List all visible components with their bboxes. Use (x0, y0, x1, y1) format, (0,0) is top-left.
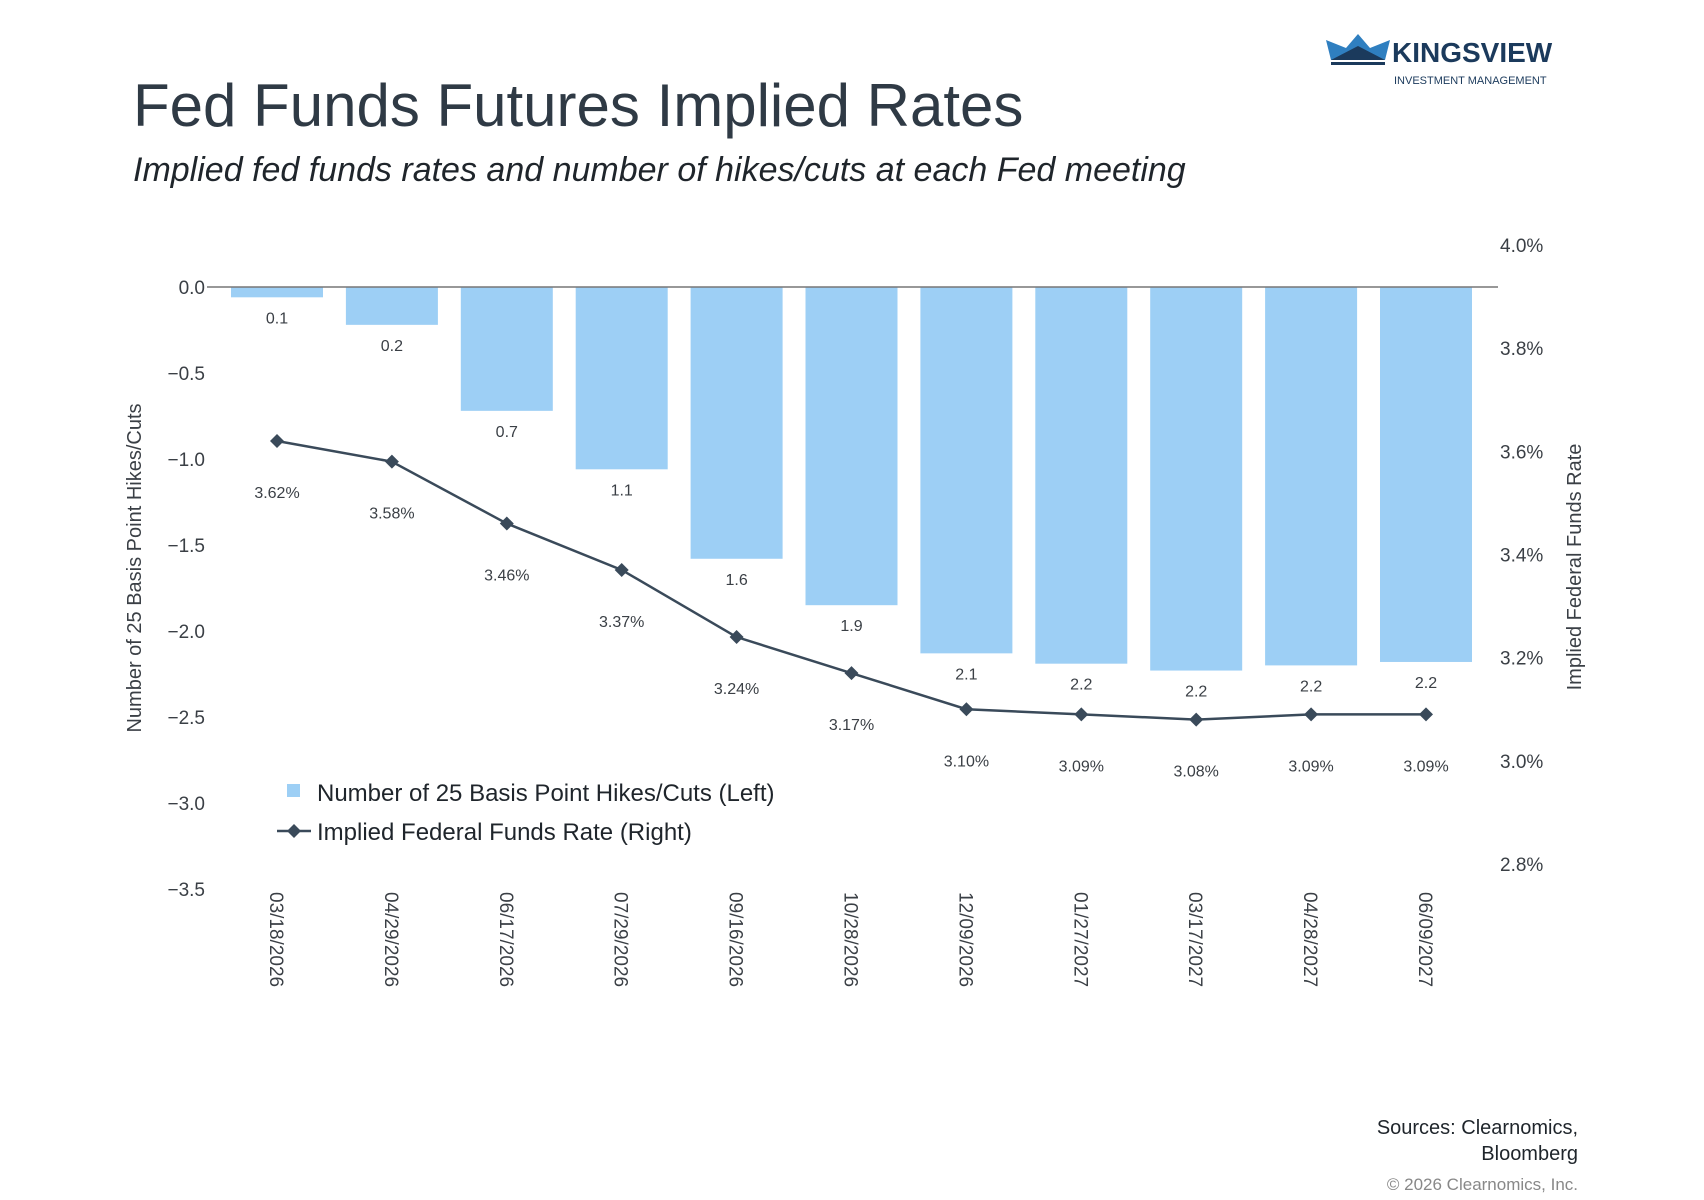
x-axis-tick-label: 06/09/2027 (1414, 892, 1435, 987)
bar (805, 287, 898, 606)
left-axis-tick-label: −0.5 (167, 364, 205, 385)
x-axis-tick-label: 03/17/2027 (1184, 892, 1205, 987)
x-axis-tick-label: 03/18/2026 (265, 892, 286, 987)
right-axis-title: Implied Federal Funds Rate (1564, 444, 1586, 691)
sources-line1: Sources: Clearnomics, (1377, 1117, 1578, 1139)
bar (1380, 287, 1472, 662)
rate-data-label: 3.17% (829, 717, 874, 734)
left-axis-tick-label: −1.5 (167, 536, 205, 557)
kingsview-logo: KINGSVIEW INVESTMENT MANAGEMENT (1326, 34, 1553, 87)
bar (1265, 287, 1358, 666)
left-axis-tick-label: −3.5 (167, 880, 205, 901)
x-axis-tick-label: 12/09/2026 (954, 892, 975, 987)
bar (1035, 287, 1128, 664)
bar (1150, 287, 1243, 671)
bar-data-label: 0.7 (496, 424, 518, 441)
bar-data-label: 2.2 (1415, 675, 1437, 692)
left-axis-title: Number of 25 Basis Point Hikes/Cuts (124, 403, 146, 732)
left-axis-tick-label: −3.0 (167, 794, 205, 815)
bar-data-label: 0.1 (266, 310, 288, 327)
legend-diamond-icon (287, 824, 301, 838)
bar-data-label: 1.9 (840, 618, 862, 635)
rate-data-label: 3.10% (944, 753, 989, 770)
rate-data-label: 3.58% (369, 506, 414, 523)
rate-point (614, 562, 629, 577)
bar (690, 287, 783, 559)
logo-name: KINGSVIEW (1392, 37, 1553, 68)
rate-data-label: 3.09% (1288, 758, 1333, 775)
rate-point (729, 630, 744, 645)
bar-data-label: 2.1 (955, 666, 977, 683)
right-axis-tick-label: 2.8% (1500, 855, 1543, 876)
right-axis-tick-label: 3.6% (1500, 442, 1543, 463)
copyright: © 2026 Clearnomics, Inc. (1387, 1175, 1578, 1194)
bar-data-label: 1.6 (725, 572, 747, 589)
rate-point (1304, 707, 1319, 722)
left-axis-tick-label: −2.0 (167, 622, 205, 643)
rate-point (384, 454, 399, 469)
left-axis-tick-label: −2.5 (167, 708, 205, 729)
rate-point (270, 434, 284, 449)
rate-data-label: 3.09% (1403, 758, 1448, 775)
left-axis-tick-label: −1.0 (167, 450, 205, 471)
bar (575, 287, 668, 470)
rate-point (844, 666, 859, 681)
x-axis-tick-label: 09/16/2026 (725, 892, 746, 987)
rate-data-label: 3.37% (599, 614, 644, 631)
x-axis-tick-label: 10/28/2026 (840, 892, 861, 987)
rate-data-label: 3.62% (254, 485, 299, 502)
rate-point (959, 702, 974, 717)
rate-data-label: 3.24% (714, 681, 759, 698)
legend-bar-swatch (287, 784, 300, 797)
right-axis-tick-label: 3.4% (1500, 546, 1543, 567)
x-axis-tick-label: 07/29/2026 (610, 892, 631, 987)
bar-data-label: 2.2 (1185, 684, 1207, 701)
legend-line-label: Implied Federal Funds Rate (Right) (317, 819, 692, 846)
rate-data-label: 3.46% (484, 568, 529, 585)
right-axis-tick-label: 4.0% (1500, 236, 1543, 257)
x-axis-tick-label: 04/29/2026 (380, 892, 401, 987)
rate-point (1074, 707, 1089, 722)
bar (460, 287, 553, 411)
rate-data-label: 3.09% (1059, 758, 1104, 775)
x-axis-tick-label: 01/27/2027 (1069, 892, 1090, 987)
legend-bar-label: Number of 25 Basis Point Hikes/Cuts (Lef… (317, 780, 775, 807)
bar-data-label: 1.1 (611, 482, 633, 499)
right-axis-tick-label: 3.0% (1500, 752, 1543, 773)
logo-tagline: INVESTMENT MANAGEMENT (1394, 75, 1547, 87)
right-axis-tick-label: 3.8% (1500, 339, 1543, 360)
bar-data-label: 2.2 (1070, 677, 1092, 694)
chart-subtitle: Implied fed funds rates and number of hi… (133, 151, 1186, 189)
x-axis-tick-label: 04/28/2027 (1299, 892, 1320, 987)
right-axis-tick-label: 3.2% (1500, 649, 1543, 670)
rate-point (499, 516, 514, 531)
bar (920, 287, 1013, 654)
rate-point (1419, 707, 1433, 722)
legend: Number of 25 Basis Point Hikes/Cuts (Lef… (277, 780, 775, 846)
x-axis-tick-label: 06/17/2026 (495, 892, 516, 987)
rate-data-label: 3.08% (1174, 764, 1219, 781)
bar (345, 287, 438, 325)
sources-line2: Bloomberg (1481, 1143, 1578, 1165)
chart-title: Fed Funds Futures Implied Rates (133, 72, 1023, 139)
bar-data-label: 2.2 (1300, 678, 1322, 695)
bar-data-label: 0.2 (381, 338, 403, 355)
left-axis-tick-label: 0.0 (179, 278, 205, 299)
bar (231, 287, 323, 298)
rate-point (1189, 712, 1204, 727)
